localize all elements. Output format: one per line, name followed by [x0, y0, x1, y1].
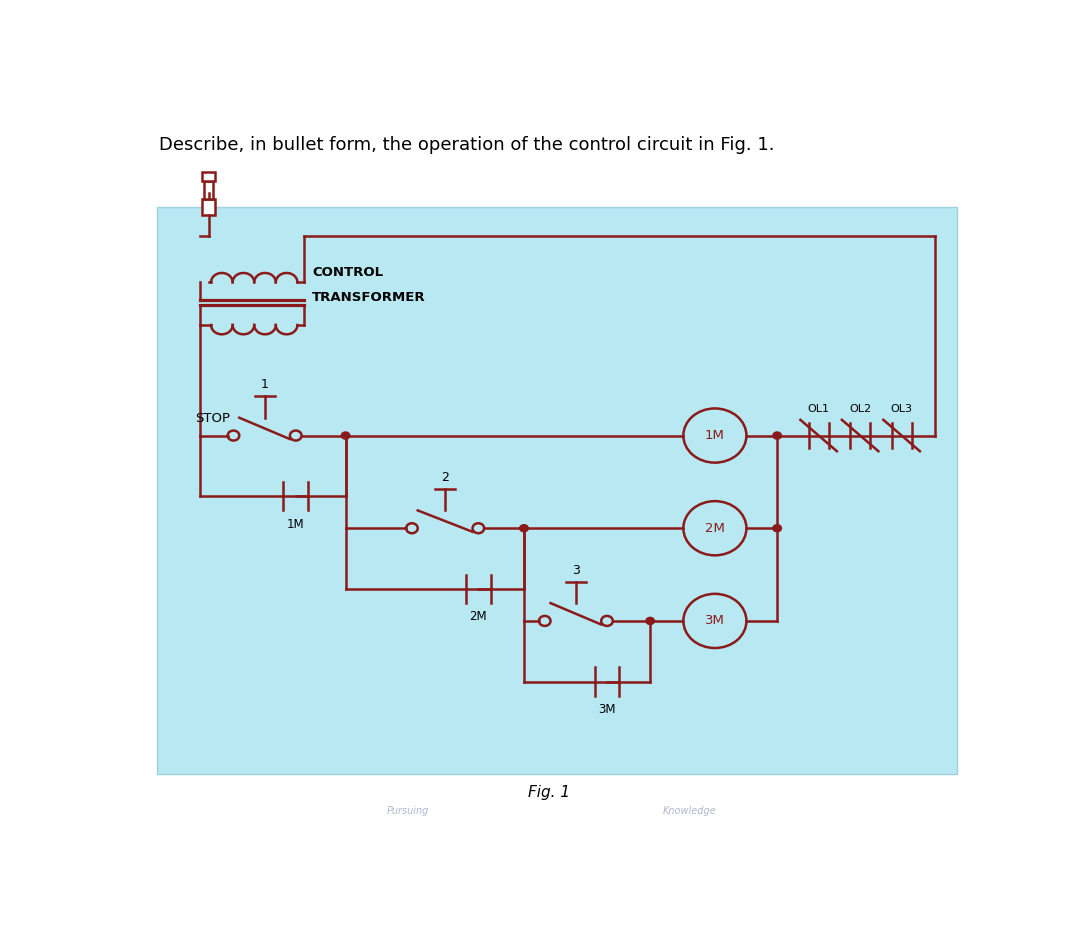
- Circle shape: [341, 432, 350, 440]
- Circle shape: [772, 524, 782, 532]
- Text: 1M: 1M: [705, 429, 725, 442]
- Circle shape: [519, 524, 529, 532]
- FancyBboxPatch shape: [202, 199, 215, 215]
- Text: Describe, in bullet form, the operation of the control circuit in Fig. 1.: Describe, in bullet form, the operation …: [159, 136, 774, 154]
- Text: 3M: 3M: [599, 703, 616, 716]
- Text: 2M: 2M: [469, 610, 487, 623]
- Text: Knowledge: Knowledge: [663, 807, 716, 817]
- FancyBboxPatch shape: [205, 181, 213, 199]
- Circle shape: [772, 432, 782, 440]
- Text: OL2: OL2: [849, 404, 871, 414]
- Text: OL3: OL3: [891, 404, 912, 414]
- Text: CONTROL: CONTROL: [313, 266, 383, 279]
- Circle shape: [645, 617, 655, 625]
- Text: STOP: STOP: [195, 412, 230, 425]
- Text: 3M: 3M: [705, 615, 725, 628]
- Text: OL1: OL1: [808, 404, 830, 414]
- Text: 1: 1: [260, 379, 269, 392]
- Text: 3: 3: [572, 564, 579, 577]
- Text: TRANSFORMER: TRANSFORMER: [313, 291, 426, 304]
- FancyBboxPatch shape: [202, 172, 215, 181]
- Text: 2: 2: [441, 471, 449, 484]
- Text: 1M: 1M: [287, 518, 304, 531]
- Text: 2M: 2M: [705, 521, 725, 534]
- Text: Pursuing: Pursuing: [387, 807, 429, 817]
- Text: Fig. 1: Fig. 1: [528, 784, 570, 799]
- FancyBboxPatch shape: [157, 207, 957, 774]
